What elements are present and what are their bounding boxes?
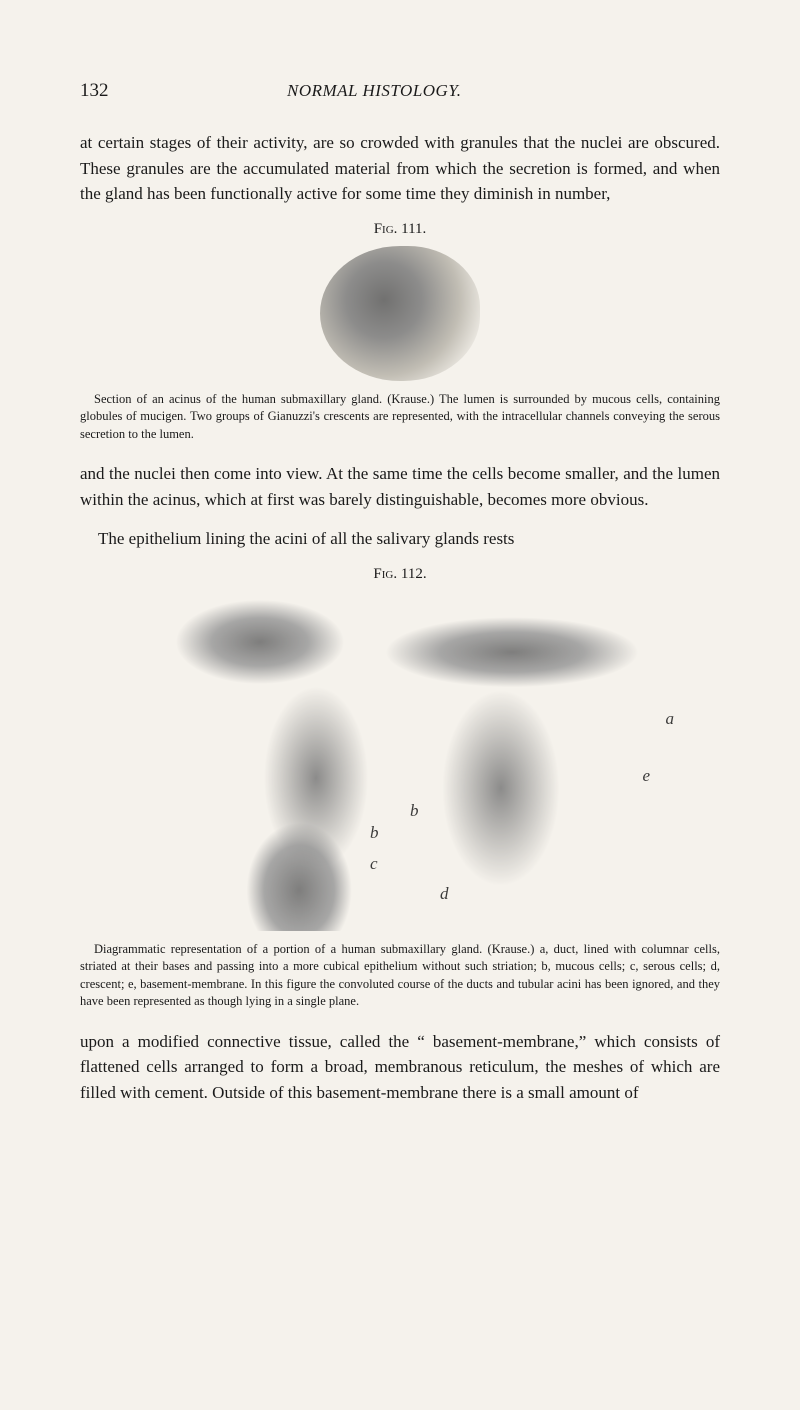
- figure-111-caption: Section of an acinus of the human submax…: [80, 391, 720, 444]
- figure-112-label: Fig. 112.: [80, 566, 720, 583]
- body-paragraph-3: The epithelium lining the acini of all t…: [80, 526, 720, 552]
- annotation-c: c: [370, 854, 378, 874]
- figure-111-label: Fig. 111.: [80, 221, 720, 238]
- body-paragraph-1: at certain stages of their activity, are…: [80, 130, 720, 207]
- book-page: 132 NORMAL HISTOLOGY. at certain stages …: [0, 0, 800, 1410]
- figure-111-image: [320, 246, 480, 381]
- figure-112-caption: Diagrammatic representation of a portion…: [80, 941, 720, 1011]
- page-header: 132 NORMAL HISTOLOGY.: [80, 80, 720, 102]
- annotation-b-right: b: [410, 801, 419, 821]
- figure-112-image: a e b b c d: [120, 591, 680, 931]
- annotation-b-left: b: [370, 823, 379, 843]
- body-paragraph-4: upon a modified connective tissue, calle…: [80, 1029, 720, 1106]
- annotation-a: a: [666, 709, 675, 729]
- body-paragraph-2: and the nuclei then come into view. At t…: [80, 461, 720, 512]
- annotation-d: d: [440, 884, 449, 904]
- figure-112-container: a e b b c d: [80, 591, 720, 931]
- annotation-e: e: [642, 766, 650, 786]
- figure-111-container: [80, 246, 720, 381]
- running-title: NORMAL HISTOLOGY.: [69, 81, 681, 101]
